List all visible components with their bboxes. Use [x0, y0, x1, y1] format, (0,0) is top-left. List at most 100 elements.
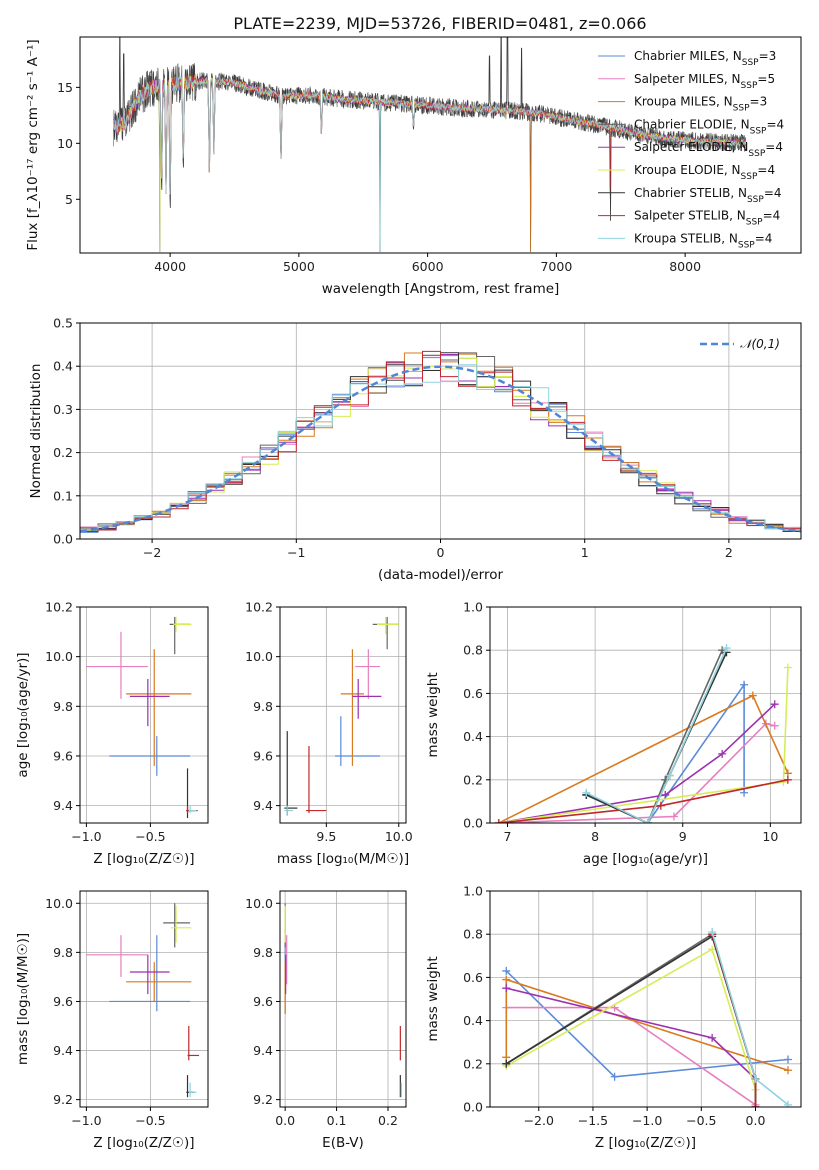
x-tick-label: −2 — [143, 545, 161, 560]
y-tick-label: 0.6 — [463, 970, 483, 985]
x-tick-label: −0.5 — [135, 1113, 165, 1128]
x-tick-label: −1.0 — [71, 829, 101, 844]
y-tick-label: 9.2 — [53, 1092, 73, 1107]
x-tick-label: 9 — [679, 829, 687, 844]
weight-line — [498, 722, 775, 823]
histogram-series — [80, 364, 801, 531]
x-tick-label: 8000 — [669, 259, 701, 274]
weight-marker — [502, 966, 511, 975]
y-axis-label: Normed distribution — [28, 364, 44, 499]
x-tick-label: 8 — [591, 829, 599, 844]
y-tick-label: 0.2 — [463, 1056, 483, 1071]
x-tick-label: 2 — [725, 545, 733, 560]
x-tick-label: 0.2 — [378, 1113, 398, 1128]
y-axis-label: age [log₁₀(age/yr)] — [15, 652, 31, 777]
y-tick-label: 9.8 — [53, 945, 73, 960]
y-tick-label: 9.2 — [253, 1092, 273, 1107]
x-tick-label: −0.5 — [135, 829, 165, 844]
plot-area — [113, 37, 746, 252]
y-tick-label: 0.8 — [463, 643, 483, 658]
chart-age_vs_Z: −1.0 −0.5 9.4 9.6 9.8 10.0 10.2 Z [log₁₀(Z/Z☉)]… — [15, 600, 209, 867]
y-tick-label: 0.8 — [463, 927, 483, 942]
weight-marker — [783, 1100, 792, 1107]
weight-marker — [643, 819, 652, 823]
grid-lines — [280, 891, 406, 1107]
grid-lines — [490, 606, 801, 824]
weight-marker — [740, 680, 749, 689]
y-tick-label: 0.3 — [53, 402, 73, 417]
x-axis-label: E(B-V) — [322, 1135, 364, 1151]
axes-frame — [79, 322, 802, 540]
x-tick-label: 0.0 — [275, 1113, 295, 1128]
x-tick-label: 10 — [762, 829, 778, 844]
x-tick-label: 0.1 — [327, 1113, 347, 1128]
y-tick-label: 0.2 — [53, 445, 73, 460]
weight-marker — [783, 663, 792, 672]
weight-marker — [783, 1066, 792, 1075]
y-tick-label: 0.6 — [463, 686, 483, 701]
weight-marker — [582, 788, 591, 797]
x-axis-label: Z [log₁₀(Z/Z☉)] — [93, 1135, 194, 1151]
axes-frame — [79, 36, 802, 254]
legend-label: Kroupa ELODIE, NSSP=4 — [634, 163, 775, 182]
legend-label: Chabrier MILES, NSSP=3 — [634, 49, 776, 68]
weight-marker — [708, 1033, 717, 1042]
plot-area — [502, 928, 792, 1107]
y-tick-label: 9.8 — [253, 945, 273, 960]
grid-lines — [80, 606, 208, 823]
weight-marker — [722, 644, 731, 653]
plot-area — [86, 616, 198, 819]
y-tick-label: 9.6 — [253, 994, 273, 1009]
x-tick-label: 1 — [581, 545, 589, 560]
x-axis-label: mass [log₁₀(M/M☉)] — [277, 851, 409, 867]
y-tick-label: 10.0 — [245, 896, 273, 911]
x-tick-label: 7000 — [540, 259, 572, 274]
axes-frame — [279, 606, 407, 824]
weight-line — [498, 703, 776, 823]
weight-marker — [770, 700, 779, 709]
weight-marker — [751, 1103, 760, 1107]
chart-mass_vs_Z: −1.0 −0.5 9.2 9.4 9.6 9.8 10.0 Z [log₁₀(Z/Z☉)] m… — [15, 890, 209, 1151]
y-axis-label: mass weight — [425, 956, 441, 1041]
weight-line — [505, 948, 757, 1107]
chart-mass_vs_ebv: 0.0 0.1 0.2 9.2 9.4 9.6 9.8 10.0 E(B-V) — [245, 890, 407, 1151]
axes-frame — [489, 606, 802, 824]
weight-marker — [494, 819, 503, 823]
y-tick-label: 9.6 — [253, 748, 273, 763]
y-tick-label: 5 — [65, 192, 73, 207]
chart-age_vs_mass: 9.5 10.0 9.4 9.6 9.8 10.0 10.2 mass [log₁₀(M/M☉… — [245, 600, 413, 868]
x-tick-label: 4000 — [154, 259, 186, 274]
y-tick-label: 0.0 — [463, 1100, 483, 1115]
y-tick-label: 0.0 — [53, 532, 73, 547]
axes-frame — [79, 606, 209, 824]
x-axis-label: Z [log₁₀(Z/Z☉)] — [595, 1135, 696, 1151]
y-tick-label: 0.5 — [53, 316, 73, 331]
weight-marker — [708, 928, 717, 937]
legend-label: Kroupa MILES, NSSP=3 — [634, 95, 767, 114]
weight-marker — [748, 691, 757, 700]
chart-spectrum: 4000 5000 6000 7000 8000 5 10 15 wavelength [Ang… — [25, 36, 802, 297]
legend-label: Salpeter ELODIE, NSSP=4 — [634, 140, 783, 159]
x-tick-label: −2.0 — [524, 1113, 554, 1128]
chart-residuals: −2 −1 0 1 2 0.0 0.1 0.2 0.3 0.4 0.5 (data-model)/er… — [28, 316, 802, 583]
y-tick-label: 0.4 — [463, 729, 483, 744]
y-axis-label: mass weight — [425, 672, 441, 757]
y-tick-label: 9.4 — [253, 1043, 273, 1058]
y-tick-label: 9.6 — [53, 994, 73, 1009]
y-tick-label: 10.0 — [45, 896, 73, 911]
x-tick-label: 0.0 — [746, 1113, 766, 1128]
axes-frame — [79, 890, 209, 1108]
figure-title: PLATE=2239, MJD=53726, FIBERID=0481, z=0… — [233, 14, 646, 33]
spectrum-line — [113, 37, 746, 252]
normal-curve — [80, 365, 801, 533]
y-tick-label: 10.2 — [245, 600, 273, 615]
x-tick-label: 5000 — [283, 259, 315, 274]
weight-marker — [740, 788, 749, 797]
legend: Chabrier MILES, NSSP=3 Salpeter MILES, NS… — [598, 49, 784, 250]
weight-marker — [770, 721, 779, 730]
weight-line — [711, 931, 789, 1106]
y-tick-label: 0.0 — [463, 816, 483, 831]
x-tick-label: −1.0 — [71, 1113, 101, 1128]
y-tick-label: 9.4 — [253, 798, 273, 813]
